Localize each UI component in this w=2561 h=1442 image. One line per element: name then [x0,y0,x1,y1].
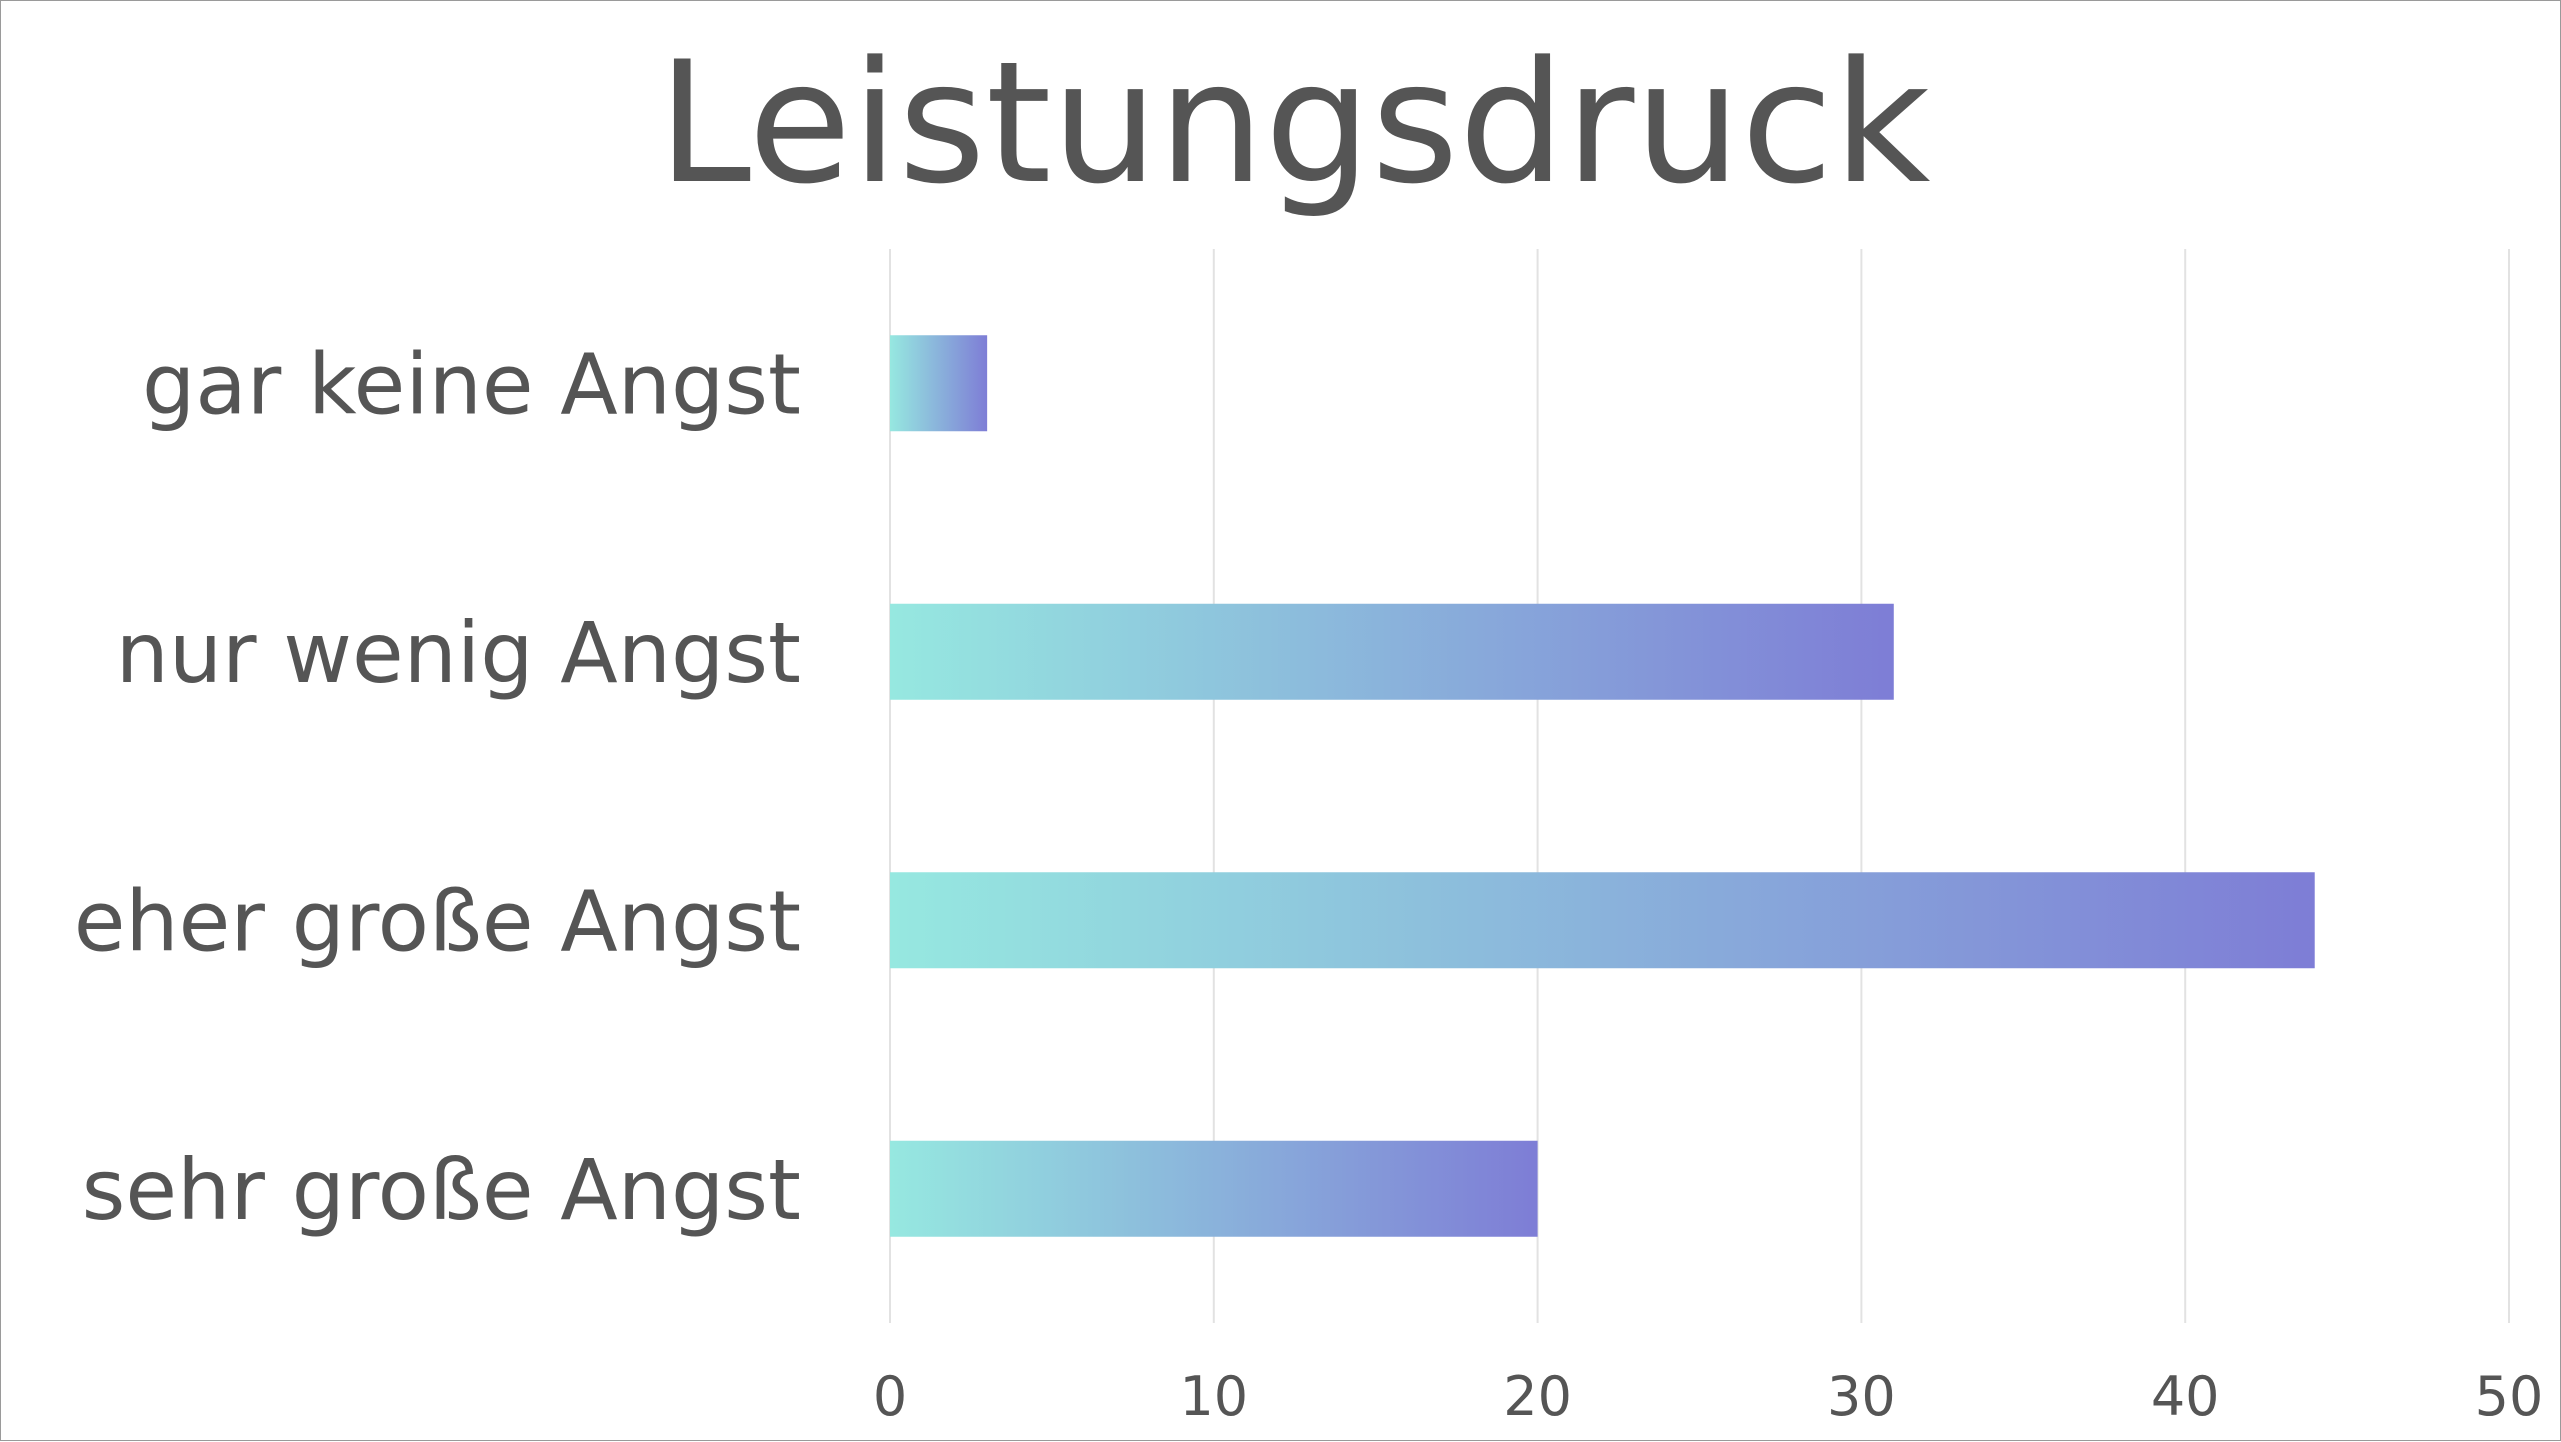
bar [890,1140,1538,1237]
category-label: gar keine Angst [142,335,801,433]
x-axis-tick-labels: 0 10 20 30 40 50 [873,1365,2544,1428]
bar [890,335,988,432]
x-tick-label: 50 [2475,1365,2544,1428]
category-label: nur wenig Angst [116,604,801,702]
x-tick-label: 0 [873,1365,907,1428]
x-tick-label: 40 [2151,1365,2220,1428]
x-tick-label: 30 [1827,1365,1896,1428]
category-label: sehr große Angst [82,1141,801,1239]
x-tick-label: 20 [1503,1365,1572,1428]
x-tick-label: 10 [1179,1365,1248,1428]
category-label: eher große Angst [74,872,801,970]
category-labels: gar keine Angst nur wenig Angst eher große… [74,335,801,1239]
bar [890,872,2315,969]
chart-title: Leistungsdruck [657,25,1930,221]
bar [890,603,1894,700]
bars [890,335,2315,1237]
